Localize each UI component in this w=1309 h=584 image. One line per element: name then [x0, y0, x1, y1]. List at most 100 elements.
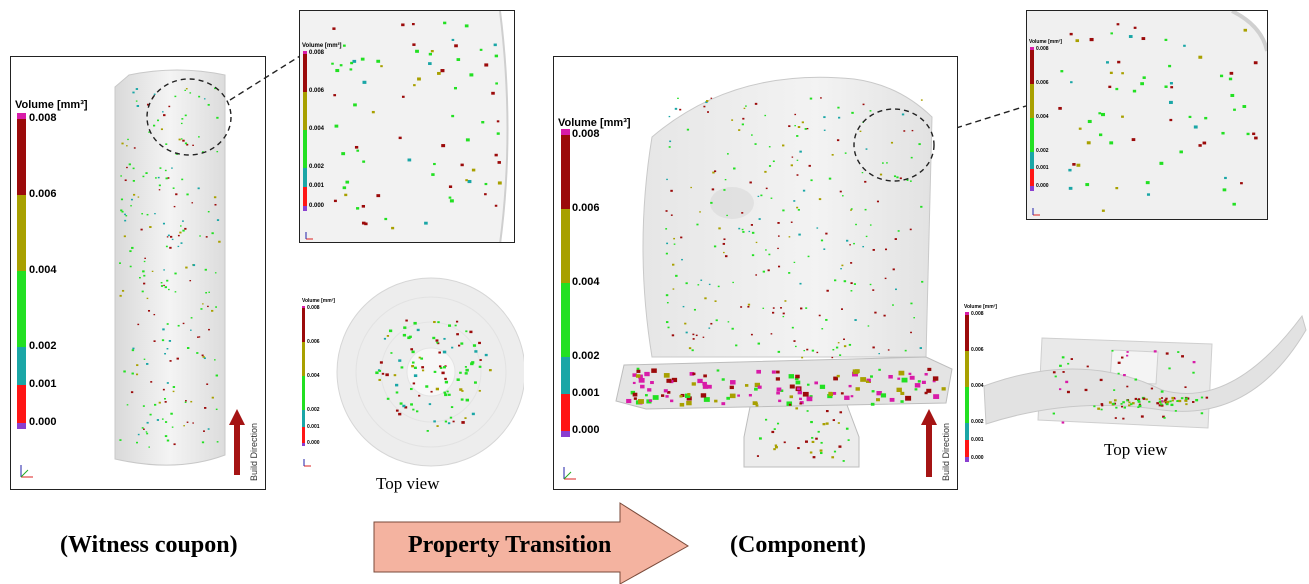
pore-dot — [789, 384, 795, 389]
pore-dot — [679, 108, 682, 111]
pore-dot — [820, 441, 823, 444]
pore-dot — [494, 153, 498, 157]
pore-dot — [918, 143, 921, 146]
pore-dot — [205, 292, 208, 294]
pore-dot — [154, 213, 156, 215]
pore-dot — [632, 381, 636, 385]
pore-dot — [163, 398, 166, 400]
pore-dot — [803, 349, 806, 352]
pore-dot — [636, 367, 640, 370]
scale-tick: 0.004 — [572, 276, 600, 288]
pore-dot — [673, 243, 676, 245]
pore-dot — [636, 369, 641, 373]
pore-dot — [887, 349, 890, 351]
pore-dot — [216, 441, 219, 443]
pore-dot — [443, 366, 446, 369]
pore-dot — [215, 374, 219, 377]
pore-dot — [178, 138, 181, 141]
pore-dot — [1178, 399, 1182, 403]
pore-dot — [828, 177, 832, 180]
pore-dot — [124, 179, 127, 182]
pore-dot — [823, 116, 826, 119]
pore-dot — [1193, 125, 1198, 129]
pore-dot — [901, 377, 908, 383]
pore-dot — [454, 44, 458, 48]
pore-dot — [411, 23, 415, 26]
pore-dot — [135, 88, 139, 90]
pore-dot — [666, 178, 668, 181]
pore-dot — [810, 179, 813, 182]
pore-dot — [776, 370, 780, 374]
pore-dot — [215, 306, 217, 308]
pore-dot — [702, 336, 705, 338]
scale-tick: 0.008 — [307, 305, 320, 311]
pore-dot — [409, 387, 413, 391]
pore-dot — [173, 205, 176, 208]
pore-dot — [810, 420, 813, 424]
pore-dot — [216, 116, 219, 119]
pore-dot — [1159, 161, 1164, 165]
pore-dot — [797, 126, 801, 129]
witness-coupon-caption: (Witness coupon) — [60, 532, 238, 558]
pore-dot — [793, 261, 796, 264]
pore-dot — [386, 335, 390, 337]
pore-dot — [150, 381, 153, 383]
pore-dot — [461, 421, 465, 424]
pore-dot — [146, 297, 149, 300]
pore-dot — [1158, 404, 1162, 407]
pore-dot — [796, 206, 799, 209]
pore-dot — [173, 443, 176, 446]
pore-dot — [399, 402, 403, 405]
pore-dot — [726, 153, 729, 155]
pore-dot — [1142, 76, 1146, 79]
pore-dot — [765, 249, 767, 251]
pore-dot — [126, 145, 128, 147]
pore-dot — [167, 234, 170, 237]
pore-dot — [171, 426, 174, 428]
pore-dot — [1058, 106, 1062, 110]
pore-dot — [158, 401, 161, 404]
pore-dot — [726, 396, 730, 400]
pore-dot — [1086, 141, 1091, 145]
pore-dot — [484, 193, 487, 196]
pore-dot — [707, 384, 712, 389]
pore-dot — [1169, 82, 1173, 85]
pore-dot — [904, 349, 907, 352]
pore-dot — [770, 197, 773, 199]
pore-dot — [202, 151, 204, 153]
pore-dot — [451, 114, 455, 118]
pore-dot — [158, 184, 161, 187]
pore-dot — [838, 445, 842, 448]
pore-dot — [793, 200, 796, 202]
pore-dot — [164, 352, 166, 355]
pore-dot — [849, 244, 851, 246]
pore-dot — [207, 305, 209, 308]
pore-dot — [800, 307, 803, 310]
pore-dot — [754, 382, 760, 388]
pore-dot — [665, 294, 669, 297]
pore-dot — [448, 196, 452, 199]
pore-dot — [123, 370, 126, 373]
component-top-view: Volume [mm³] 0.008 0.006 0.004 0.002 0.0… — [962, 300, 1308, 470]
pore-dot — [168, 340, 172, 342]
pore-dot — [1202, 141, 1207, 145]
pore-dot — [814, 381, 818, 385]
pore-dot — [794, 345, 797, 348]
pore-dot — [850, 282, 853, 285]
pore-dot — [860, 377, 867, 382]
pore-dot — [1170, 86, 1174, 89]
pore-dot — [670, 214, 673, 216]
pore-dot — [143, 274, 146, 277]
pore-dot — [1160, 400, 1164, 403]
pore-dot — [1112, 402, 1115, 405]
pore-dot — [1134, 397, 1138, 400]
pore-dot — [349, 68, 353, 71]
pore-dot — [663, 373, 670, 378]
pore-dot — [837, 342, 840, 344]
pore-dot — [202, 355, 205, 358]
pore-dot — [158, 189, 161, 191]
pore-dot — [123, 235, 126, 238]
pore-dot — [460, 163, 464, 167]
pore-dot — [438, 351, 441, 354]
pore-dot — [777, 350, 781, 353]
